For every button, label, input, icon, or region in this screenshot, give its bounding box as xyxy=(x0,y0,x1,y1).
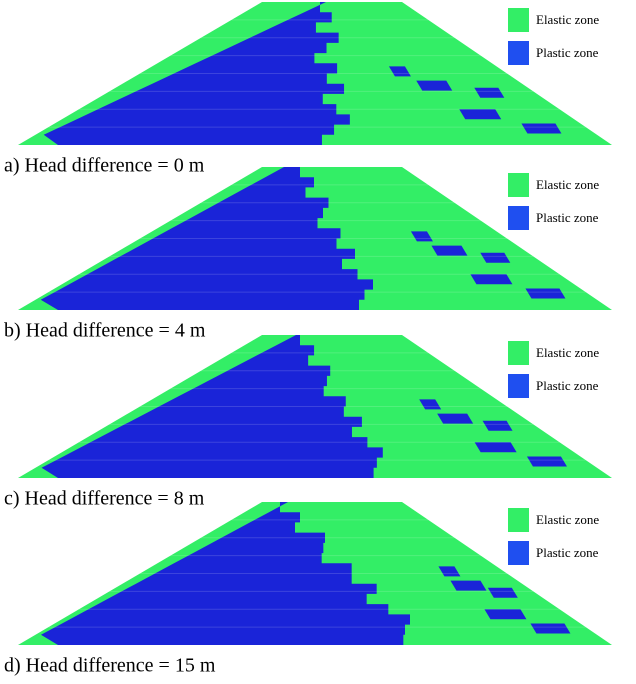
panel-caption: b) Head difference = 4 m xyxy=(4,320,206,342)
panel-caption: a) Head difference = 0 m xyxy=(4,155,205,177)
plastic-patch xyxy=(487,587,518,598)
legend-swatch xyxy=(508,206,529,230)
plastic-patch xyxy=(410,231,433,242)
plastic-patch xyxy=(459,109,502,120)
plastic-patch xyxy=(474,442,517,453)
panel: Elastic zone Plastic zone a) Head differen… xyxy=(4,2,612,177)
plastic-zone xyxy=(41,335,385,478)
plastic-patch xyxy=(437,413,474,424)
plastic-patch xyxy=(482,420,513,431)
plastic-patch xyxy=(450,580,487,591)
legend-label: Plastic zone xyxy=(536,45,599,60)
plastic-zone xyxy=(41,502,420,645)
legend-label: Plastic zone xyxy=(536,545,599,560)
legend-swatch xyxy=(508,41,529,65)
legend-swatch xyxy=(508,341,529,365)
plastic-patch xyxy=(388,66,411,77)
plastic-patch xyxy=(480,252,511,263)
legend-label: Plastic zone xyxy=(536,210,599,225)
plastic-zone xyxy=(40,167,373,310)
panel-caption: c) Head difference = 8 m xyxy=(4,488,205,510)
legend-swatch xyxy=(508,8,529,32)
legend-label: Elastic zone xyxy=(536,177,599,192)
legend-label: Elastic zone xyxy=(536,512,599,527)
plastic-patch xyxy=(474,87,505,98)
plastic-patch xyxy=(431,245,468,256)
plastic-patch xyxy=(470,274,513,285)
plastic-patch xyxy=(484,609,527,620)
plastic-patch xyxy=(525,288,566,299)
legend-swatch xyxy=(508,374,529,398)
legend-label: Elastic zone xyxy=(536,345,599,360)
plastic-patch xyxy=(521,123,562,134)
plastic-patch xyxy=(419,399,442,410)
panel-caption: d) Head difference = 15 m xyxy=(4,655,216,677)
legend-swatch xyxy=(508,508,529,532)
panel: Elastic zone Plastic zone b) Head differen… xyxy=(4,167,612,342)
plastic-patch xyxy=(526,456,567,467)
panel: Elastic zone Plastic zone d) Head differen… xyxy=(4,502,612,677)
plastic-patch xyxy=(416,80,453,91)
plastic-patch xyxy=(530,623,571,634)
panel: Elastic zone Plastic zone c) Head differen… xyxy=(4,335,612,510)
plastic-zone xyxy=(43,2,350,145)
legend-label: Elastic zone xyxy=(536,12,599,27)
plastic-patch xyxy=(438,566,461,577)
legend-label: Plastic zone xyxy=(536,378,599,393)
legend-swatch xyxy=(508,541,529,565)
legend-swatch xyxy=(508,173,529,197)
